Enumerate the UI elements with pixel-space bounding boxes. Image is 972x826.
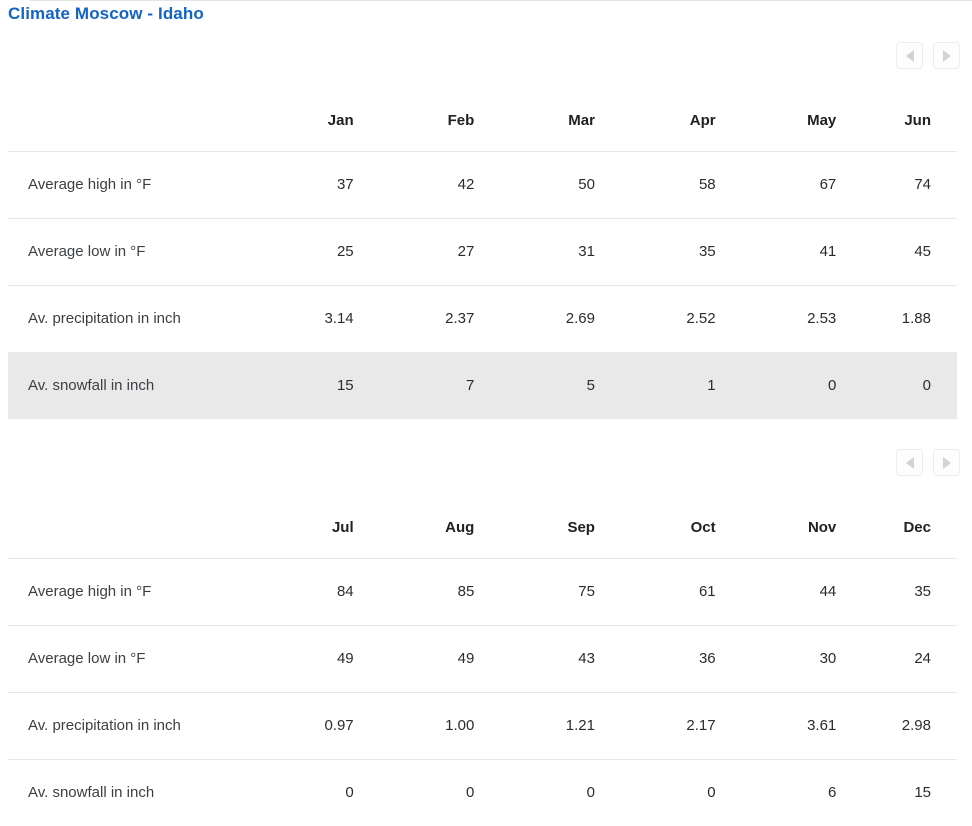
month-header-row: Jul Aug Sep Oct Nov Dec <box>8 497 957 558</box>
cell-value: 41 <box>819 243 837 260</box>
climate-table-jul-dec: Jul Aug Sep Oct Nov Dec Average high in … <box>8 497 957 826</box>
table-row-precipitation: Av. precipitation in inch 0.97 1.00 1.21… <box>8 692 957 759</box>
cell-value: 61 <box>698 583 716 600</box>
prev-months-button[interactable] <box>896 42 923 69</box>
cell-value: 3.61 <box>807 717 837 734</box>
cell-value: 84 <box>336 583 354 600</box>
cell-value: 2.98 <box>901 717 931 734</box>
cell-value: 85 <box>457 583 475 600</box>
row-label-header <box>8 90 233 151</box>
cell-value: 74 <box>914 176 931 193</box>
pagination-controls <box>0 449 960 476</box>
cell-value: 3.14 <box>324 310 354 327</box>
row-label: Av. precipitation in inch <box>28 310 181 327</box>
cell-value: 35 <box>914 583 931 600</box>
cell-value: 1.21 <box>565 717 595 734</box>
cell-value: 2.69 <box>565 310 595 327</box>
cell-value: 2.37 <box>445 310 475 327</box>
table-row-average-low: Average low in °F 49 49 43 36 30 24 <box>8 625 957 692</box>
cell-value: 36 <box>698 650 716 667</box>
row-label: Av. snowfall in inch <box>28 784 155 802</box>
cell-value: 24 <box>914 650 931 667</box>
month-header: Mar <box>568 111 595 129</box>
climate-widget-jan-jun: Jan Feb Mar Apr May Jun Average high in … <box>0 42 972 419</box>
page-title: Climate Moscow - Idaho <box>8 4 204 23</box>
month-header: Jun <box>904 111 931 129</box>
chevron-left-icon <box>905 49 914 62</box>
climate-widget-jul-dec: Jul Aug Sep Oct Nov Dec Average high in … <box>0 449 972 826</box>
cell-value: 0 <box>922 377 931 395</box>
row-label: Average low in °F <box>28 243 146 260</box>
month-header: Apr <box>689 111 716 129</box>
month-header: May <box>807 111 837 129</box>
chevron-right-icon <box>942 456 951 469</box>
cell-value: 0 <box>707 784 716 802</box>
cell-value: 2.17 <box>686 717 716 734</box>
top-divider <box>30 0 972 1</box>
cell-value: 0 <box>465 784 475 802</box>
row-label: Average high in °F <box>28 583 152 600</box>
cell-value: 67 <box>819 176 837 193</box>
table-row-average-high: Average high in °F 37 42 50 58 67 74 <box>8 151 957 218</box>
month-header: Nov <box>807 518 837 536</box>
row-label-header <box>8 497 233 558</box>
climate-table-jan-jun: Jan Feb Mar Apr May Jun Average high in … <box>8 90 957 419</box>
month-header: Oct <box>690 518 716 536</box>
table-row-precipitation: Av. precipitation in inch 3.14 2.37 2.69… <box>8 285 957 352</box>
row-label: Average low in °F <box>28 650 146 667</box>
cell-value: 27 <box>457 243 475 260</box>
month-header: Jan <box>327 111 354 129</box>
table-row-snowfall: Av. snowfall in inch 15 7 5 1 0 0 <box>8 352 957 419</box>
cell-value: 2.52 <box>686 310 716 327</box>
row-label: Average high in °F <box>28 176 152 193</box>
chevron-right-icon <box>942 49 951 62</box>
month-header: Aug <box>445 518 475 536</box>
chevron-left-icon <box>905 456 914 469</box>
cell-value: 15 <box>336 377 354 395</box>
cell-value: 49 <box>457 650 475 667</box>
cell-value: 49 <box>336 650 354 667</box>
cell-value: 2.53 <box>807 310 837 327</box>
month-header: Dec <box>903 518 931 536</box>
table-row-average-low: Average low in °F 25 27 31 35 41 45 <box>8 218 957 285</box>
month-header: Feb <box>447 111 475 129</box>
month-header: Sep <box>567 518 595 536</box>
cell-value: 0 <box>586 784 595 802</box>
cell-value: 44 <box>819 583 837 600</box>
cell-value: 0.97 <box>324 717 354 734</box>
prev-months-button[interactable] <box>896 449 923 476</box>
cell-value: 45 <box>914 243 931 260</box>
cell-value: 50 <box>578 176 595 193</box>
cell-value: 75 <box>578 583 595 600</box>
cell-value: 43 <box>578 650 595 667</box>
cell-value: 15 <box>914 784 931 802</box>
cell-value: 35 <box>698 243 716 260</box>
next-months-button[interactable] <box>933 42 960 69</box>
cell-value: 1.00 <box>445 717 475 734</box>
cell-value: 37 <box>336 176 354 193</box>
table-row-snowfall: Av. snowfall in inch 0 0 0 0 6 15 <box>8 759 957 826</box>
cell-value: 7 <box>465 377 475 395</box>
cell-value: 5 <box>586 377 595 395</box>
row-label: Av. snowfall in inch <box>28 377 155 395</box>
cell-value: 31 <box>578 243 595 260</box>
cell-value: 0 <box>345 784 354 802</box>
cell-value: 42 <box>457 176 475 193</box>
cell-value: 0 <box>827 377 837 395</box>
cell-value: 58 <box>698 176 716 193</box>
next-months-button[interactable] <box>933 449 960 476</box>
cell-value: 25 <box>336 243 354 260</box>
cell-value: 1.88 <box>901 310 931 327</box>
cell-value: 6 <box>827 784 837 802</box>
pagination-controls <box>0 42 960 69</box>
cell-value: 1 <box>707 377 716 395</box>
month-header: Jul <box>331 518 354 536</box>
month-header-row: Jan Feb Mar Apr May Jun <box>8 90 957 151</box>
table-row-average-high: Average high in °F 84 85 75 61 44 35 <box>8 558 957 625</box>
cell-value: 30 <box>819 650 837 667</box>
row-label: Av. precipitation in inch <box>28 717 181 734</box>
